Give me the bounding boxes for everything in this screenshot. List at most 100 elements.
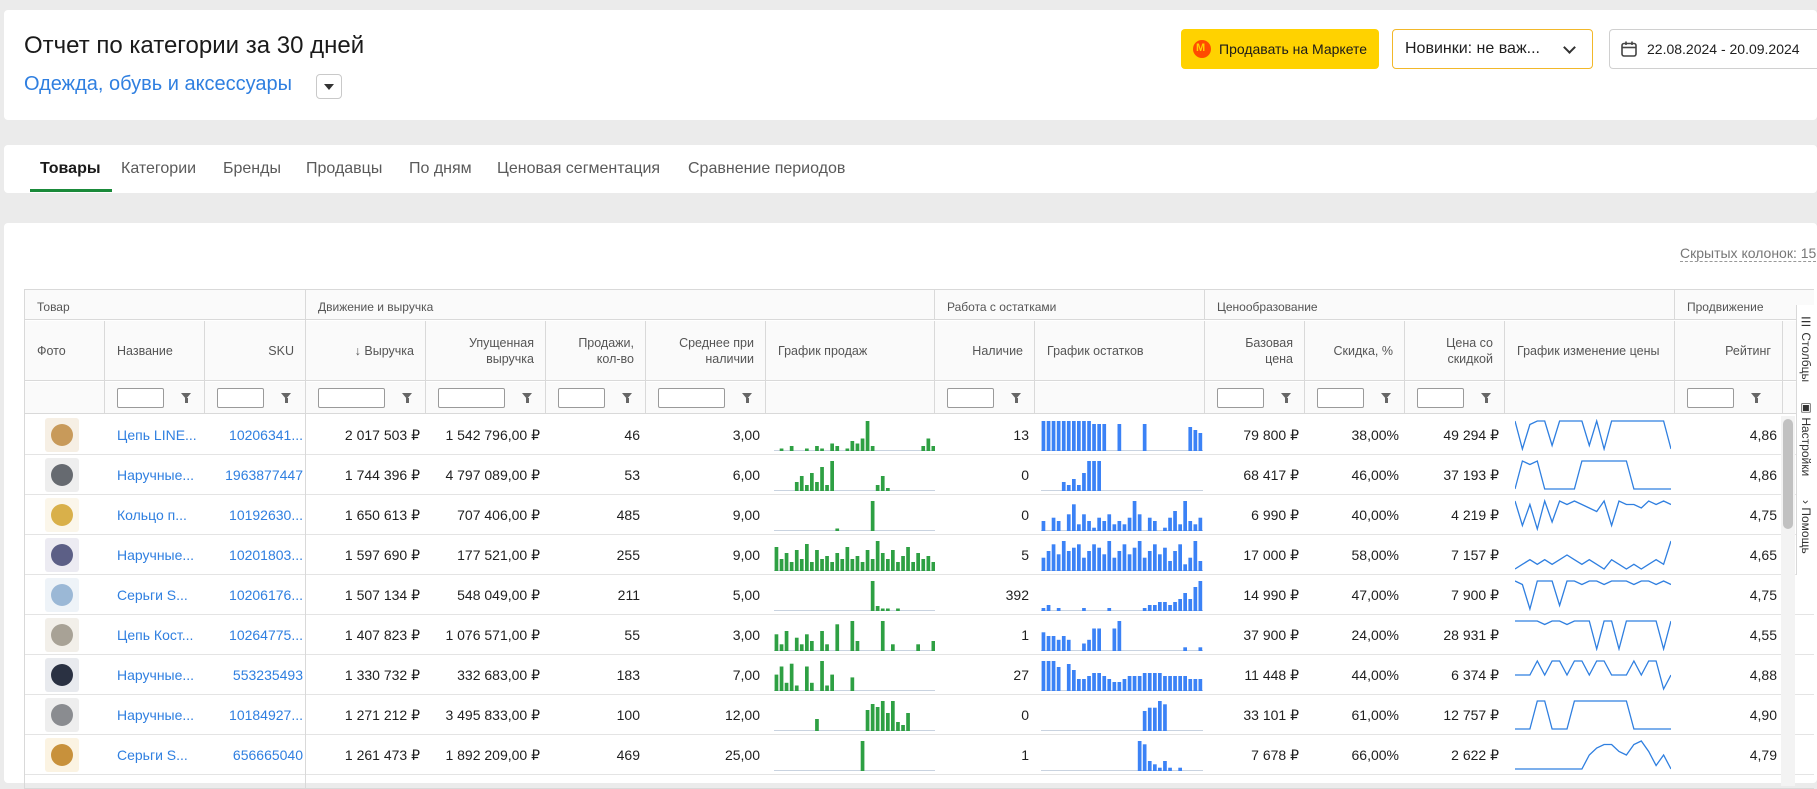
product-thumbnail-icon[interactable] — [45, 498, 79, 532]
product-photo[interactable] — [25, 575, 105, 615]
product-sku-link[interactable]: 10201803... — [205, 535, 303, 575]
product-name-link[interactable]: Цепь Кост... — [105, 615, 205, 655]
novelty-select[interactable]: Новинки: не важ... — [1392, 29, 1593, 69]
table-row[interactable]: Наручные... 10201803... 1 597 690 ₽ 177 521… — [25, 535, 1814, 575]
product-photo[interactable] — [25, 615, 105, 655]
filter-icon[interactable] — [622, 392, 633, 403]
tab-period-comparison[interactable]: Сравнение периодов — [688, 160, 846, 177]
filter-base-price — [1205, 382, 1305, 414]
filter-icon[interactable] — [1011, 392, 1022, 403]
filter-base-price-input[interactable] — [1217, 387, 1264, 408]
column-header-lost-revenue[interactable]: Упущенная выручка — [426, 321, 546, 381]
tab-price-segmentation[interactable]: Ценовая сегментация — [497, 160, 661, 177]
table-row[interactable]: Цепь Кост... 10264775... 1 407 823 ₽ 1 076 … — [25, 615, 1814, 655]
table-row[interactable]: Кольцо п... 10192630... 1 650 613 ₽ 707 406… — [25, 495, 1814, 535]
filter-discount-price-input[interactable] — [1417, 387, 1464, 408]
filter-revenue-input[interactable] — [318, 387, 385, 408]
stock-chart-cell — [1035, 735, 1205, 775]
product-photo[interactable] — [25, 695, 105, 735]
product-name-link[interactable]: Серьги S... — [105, 575, 205, 615]
column-header-discount[interactable]: Скидка, % — [1305, 321, 1405, 381]
filter-discount-input[interactable] — [1317, 387, 1364, 408]
filter-stock-input[interactable] — [947, 387, 994, 408]
column-header-discount-price[interactable]: Цена со скидкой — [1405, 321, 1505, 381]
product-thumbnail-icon[interactable] — [45, 618, 79, 652]
table-row[interactable]: Наручные... 1963877447 1 744 396 ₽ 4 797 08… — [25, 455, 1814, 495]
side-tab-columns[interactable]: ☰ Столбцы — [1799, 315, 1813, 382]
tab-brands[interactable]: Бренды — [223, 160, 281, 177]
product-thumbnail-icon[interactable] — [45, 658, 79, 692]
column-header-name[interactable]: Название — [105, 321, 205, 381]
filter-icon[interactable] — [1381, 392, 1392, 403]
product-sku-link[interactable]: 10206341... — [205, 415, 303, 455]
column-header-revenue[interactable]: ↓ Выручка — [306, 321, 426, 381]
table-row[interactable]: Цепь LINE... 10206341... 2 017 503 ₽ 1 542 … — [25, 415, 1814, 455]
filter-icon[interactable] — [742, 392, 753, 403]
column-header-stock[interactable]: Наличие — [935, 321, 1035, 381]
product-photo[interactable] — [25, 415, 105, 455]
chart-bar — [1041, 557, 1046, 571]
product-photo[interactable] — [25, 655, 105, 695]
hidden-columns-link[interactable]: Скрытых колонок: 15 — [1680, 245, 1817, 262]
product-photo[interactable] — [25, 495, 105, 535]
rating-cell-value: 4,75 — [1749, 587, 1777, 603]
product-sku-link[interactable]: 1963877447 — [205, 455, 303, 495]
column-header-avg-in-stock[interactable]: Среднее при наличии — [646, 321, 766, 381]
filter-icon[interactable] — [181, 392, 192, 403]
filter-icon[interactable] — [281, 392, 292, 403]
vertical-scrollbar-thumb[interactable] — [1783, 419, 1793, 529]
product-name-link[interactable]: Кольцо п... — [105, 495, 205, 535]
filter-sales-input[interactable] — [558, 387, 605, 408]
product-name-link[interactable]: Наручные... — [105, 455, 205, 495]
filter-name-input[interactable] — [117, 387, 164, 408]
filter-lost-revenue-input[interactable] — [438, 387, 505, 408]
table-row[interactable]: Серьги S... 10206176... 1 507 134 ₽ 548 049… — [25, 575, 1814, 615]
filter-sku-input[interactable] — [217, 387, 264, 408]
product-name-link[interactable]: Наручные... — [105, 655, 205, 695]
product-name-link[interactable]: Наручные... — [105, 535, 205, 575]
product-photo[interactable] — [25, 535, 105, 575]
product-thumbnail-icon[interactable] — [45, 738, 79, 772]
product-sku-link[interactable]: 10184927... — [205, 695, 303, 735]
product-sku-link[interactable]: 656665040 — [205, 735, 303, 775]
product-thumbnail-icon[interactable] — [45, 418, 79, 452]
sell-on-market-button[interactable]: Продавать на Маркете — [1181, 29, 1379, 69]
product-thumbnail-icon[interactable] — [45, 458, 79, 492]
product-sku-link[interactable]: 10192630... — [205, 495, 303, 535]
product-name-link[interactable]: Цепь LINE... — [105, 415, 205, 455]
column-header-base-price[interactable]: Базовая цена — [1205, 321, 1305, 381]
product-thumbnail-icon[interactable] — [45, 538, 79, 572]
tab-products[interactable]: Товары — [40, 160, 101, 177]
side-tab-help[interactable]: › Помощь — [1799, 500, 1813, 554]
filter-icon[interactable] — [1481, 392, 1492, 403]
product-thumbnail-icon[interactable] — [45, 578, 79, 612]
tab-by-days[interactable]: По дням — [409, 160, 472, 177]
category-dropdown-button[interactable] — [316, 74, 342, 99]
date-range-picker[interactable]: 22.08.2024 - 20.09.2024 — [1609, 29, 1817, 69]
side-tab-settings[interactable]: ▣ Настройки — [1799, 400, 1813, 476]
tab-sellers[interactable]: Продавцы — [306, 160, 383, 177]
category-link[interactable]: Одежда, обувь и аксессуары — [24, 73, 293, 95]
chart-bar — [805, 448, 809, 451]
table-row[interactable]: Наручные... 10184927... 1 271 212 ₽ 3 495 8… — [25, 695, 1814, 735]
column-header-sku[interactable]: SKU — [205, 321, 306, 381]
tab-categories[interactable]: Категории — [121, 160, 197, 177]
product-photo[interactable] — [25, 735, 105, 775]
product-photo[interactable] — [25, 455, 105, 495]
product-name-link[interactable]: Серьги S... — [105, 735, 205, 775]
product-sku-link[interactable]: 553235493 — [205, 655, 303, 695]
product-thumbnail-icon[interactable] — [45, 698, 79, 732]
product-name-link[interactable]: Наручные... — [105, 695, 205, 735]
filter-icon[interactable] — [1751, 392, 1762, 403]
product-sku-link[interactable]: 10264775... — [205, 615, 303, 655]
column-header-rating[interactable]: Рейтинг — [1675, 321, 1783, 381]
column-header-sales[interactable]: Продажи, кол-во — [546, 321, 646, 381]
table-row[interactable]: Наручные... 553235493 1 330 732 ₽ 332 683,0… — [25, 655, 1814, 695]
filter-rating-input[interactable] — [1687, 387, 1734, 408]
filter-icon[interactable] — [1281, 392, 1292, 403]
filter-avg-in-stock-input[interactable] — [658, 387, 725, 408]
table-row[interactable]: Серьги S... 656665040 1 261 473 ₽ 1 892 209… — [25, 735, 1814, 775]
filter-icon[interactable] — [402, 392, 413, 403]
product-sku-link[interactable]: 10206176... — [205, 575, 303, 615]
filter-icon[interactable] — [522, 392, 533, 403]
